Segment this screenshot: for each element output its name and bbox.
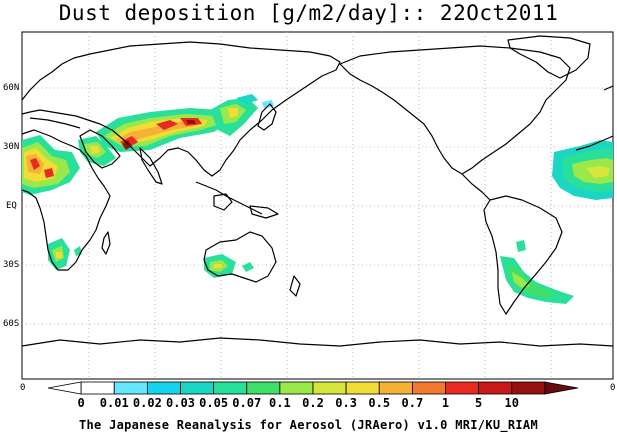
legend-cell-12 <box>445 381 480 395</box>
coast-eurasia <box>21 41 341 177</box>
legend-tick-label: 0.7 <box>401 396 424 410</box>
legend-cell-15 <box>544 381 579 395</box>
coast-new-guinea <box>249 205 279 219</box>
legend-right-end-label: 0 <box>610 383 616 393</box>
coastlines <box>21 35 614 347</box>
coast-japan <box>257 103 277 131</box>
coast-antarctica <box>21 337 614 347</box>
lat-label-30n: 30N <box>3 142 20 152</box>
legend-cell-13 <box>478 381 513 395</box>
legend-tick-label: 0.07 <box>232 396 262 410</box>
legend-tick-label: 10 <box>504 396 519 410</box>
legend-tick-label: 5 <box>475 396 483 410</box>
legend-cell-3 <box>146 381 181 395</box>
legend-cell-1 <box>80 381 115 395</box>
legend-cell-14 <box>511 381 546 395</box>
legend-cell-5 <box>213 381 248 395</box>
coast-africa <box>21 129 111 271</box>
legend-tick-label: 1 <box>441 396 450 410</box>
footer-credit: The Japanese Reanalysis for Aerosol (JRA… <box>78 418 538 432</box>
coast-borneo <box>213 193 233 211</box>
coast-central-america <box>461 173 491 201</box>
legend-tick-label: 0.02 <box>132 396 162 410</box>
legend-cell-11 <box>411 381 446 395</box>
lat-label-60s: 60S <box>3 319 20 329</box>
legend-cell-10 <box>378 381 413 395</box>
legend-tick-label: 0.2 <box>302 396 324 410</box>
coast-europe-wrap <box>603 85 614 91</box>
coast-greenland <box>507 35 591 79</box>
dust-south-america <box>500 256 574 304</box>
coast-india <box>139 147 163 185</box>
legend-left-end-label: 0 <box>20 383 26 393</box>
legend-cell-4 <box>180 381 215 395</box>
map-title: Dust deposition [g/m2/day]:: 22Oct2011 <box>58 1 559 25</box>
map-frame <box>21 31 614 380</box>
legend-tick-label: 0 <box>77 396 85 410</box>
legend-tick-label: 0.3 <box>335 396 357 410</box>
legend-cell-8 <box>312 381 347 395</box>
legend-tick-label: 0.01 <box>99 396 129 410</box>
legend-cell-2 <box>113 381 148 395</box>
lat-label-30s: 30S <box>3 260 20 270</box>
coast-africa-wrap <box>575 135 614 151</box>
legend-tick-label: 0.1 <box>269 396 291 410</box>
coast-north-america <box>339 45 571 175</box>
legend-cell-7 <box>279 381 314 395</box>
coast-arabia <box>79 129 121 169</box>
legend-cells <box>47 381 579 395</box>
coast-madagascar <box>101 231 111 255</box>
lat-label-60n: 60N <box>3 83 20 93</box>
coast-south-america <box>483 195 563 315</box>
legend-tick-label: 0.05 <box>199 396 229 410</box>
legend-tick-label: 0.03 <box>166 396 195 410</box>
coast-new-zealand <box>289 275 301 297</box>
coast-australia <box>203 231 277 283</box>
legend-tick-label: 0.5 <box>368 396 391 410</box>
legend-cell-0 <box>47 381 82 395</box>
lat-label-eq: EQ <box>6 201 17 211</box>
legend-cell-9 <box>345 381 380 395</box>
legend-cell-6 <box>246 381 281 395</box>
dust-deposition-field <box>22 94 613 304</box>
coast-mediterranean <box>29 117 81 129</box>
